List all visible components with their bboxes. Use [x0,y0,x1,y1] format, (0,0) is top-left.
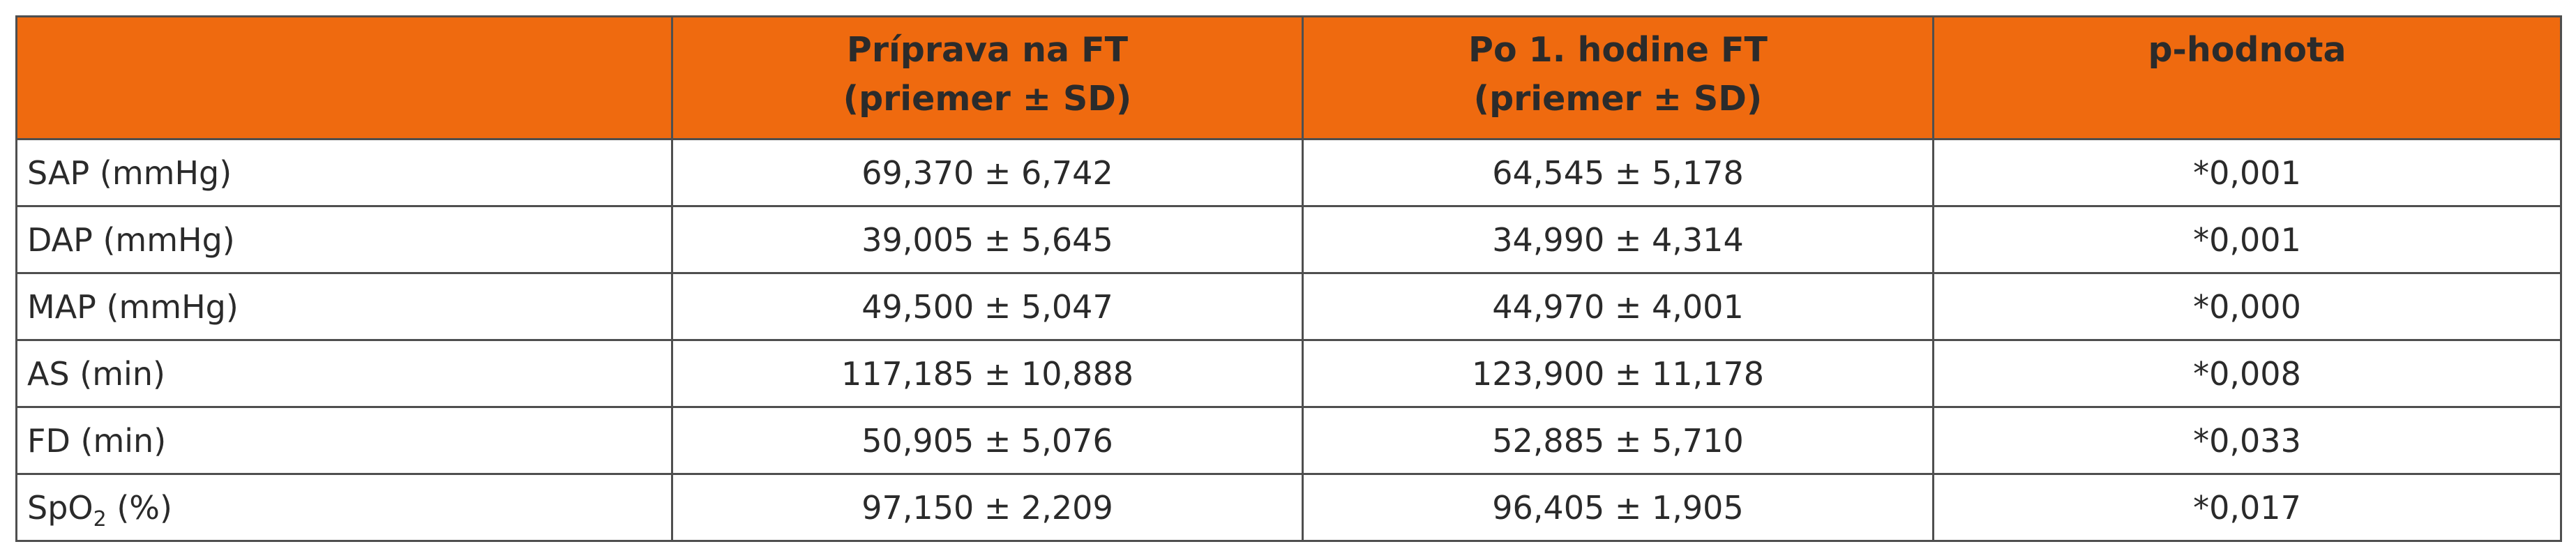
preparation-value: 97,150 ± 2,209 [671,473,1304,542]
p-value: *0,001 [1932,205,2562,274]
header-preparation-subtitle: (priemer ± SD) [843,79,1132,119]
table-row: DAP (mmHg) 39,005 ± 5,645 34,990 ± 4,314… [15,205,2562,274]
p-value: *0,000 [1932,272,2562,341]
after-1h-value: 123,900 ± 11,178 [1302,339,1934,408]
table-body: SAP (mmHg) 69,370 ± 6,742 64,545 ± 5,178… [15,138,2562,542]
after-1h-value: 52,885 ± 5,710 [1302,406,1934,475]
p-value: *0,033 [1932,406,2562,475]
row-label-main: SpO [27,488,93,527]
row-label-unit: (%) [106,488,172,527]
row-label: SpO2 (%) [15,473,673,542]
header-row: Príprava na FT (priemer ± SD) Po 1. hodi… [15,15,2562,140]
table-row: SAP (mmHg) 69,370 ± 6,742 64,545 ± 5,178… [15,138,2562,207]
results-table-container: Príprava na FT (priemer ± SD) Po 1. hodi… [15,15,2562,543]
table-row: SpO2 (%) 97,150 ± 2,209 96,405 ± 1,905 *… [15,473,2562,542]
table-row: AS (min) 117,185 ± 10,888 123,900 ± 11,1… [15,339,2562,408]
header-cell-p-value: p-hodnota [1932,15,2562,140]
header-cell-after-1h: Po 1. hodine FT (priemer ± SD) [1302,15,1934,140]
results-table: Príprava na FT (priemer ± SD) Po 1. hodi… [15,15,2562,542]
row-label: DAP (mmHg) [15,205,673,274]
row-label: SAP (mmHg) [15,138,673,207]
header-after-1h-title: Po 1. hodine FT [1468,30,1768,70]
table-row: MAP (mmHg) 49,500 ± 5,047 44,970 ± 4,001… [15,272,2562,341]
table-header: Príprava na FT (priemer ± SD) Po 1. hodi… [15,15,2562,140]
row-label: MAP (mmHg) [15,272,673,341]
p-value: *0,008 [1932,339,2562,408]
header-cell-preparation: Príprava na FT (priemer ± SD) [671,15,1304,140]
header-preparation-title: Príprava na FT [846,30,1129,70]
after-1h-value: 34,990 ± 4,314 [1302,205,1934,274]
header-after-1h-subtitle: (priemer ± SD) [1473,79,1763,119]
preparation-value: 69,370 ± 6,742 [671,138,1304,207]
header-cell-empty [15,15,673,140]
row-label: FD (min) [15,406,673,475]
after-1h-value: 44,970 ± 4,001 [1302,272,1934,341]
p-value: *0,017 [1932,473,2562,542]
preparation-value: 50,905 ± 5,076 [671,406,1304,475]
row-label: AS (min) [15,339,673,408]
preparation-value: 49,500 ± 5,047 [671,272,1304,341]
p-value: *0,001 [1932,138,2562,207]
after-1h-value: 64,545 ± 5,178 [1302,138,1934,207]
after-1h-value: 96,405 ± 1,905 [1302,473,1934,542]
preparation-value: 117,185 ± 10,888 [671,339,1304,408]
table-row: FD (min) 50,905 ± 5,076 52,885 ± 5,710 *… [15,406,2562,475]
preparation-value: 39,005 ± 5,645 [671,205,1304,274]
row-label-subscript: 2 [93,506,107,531]
